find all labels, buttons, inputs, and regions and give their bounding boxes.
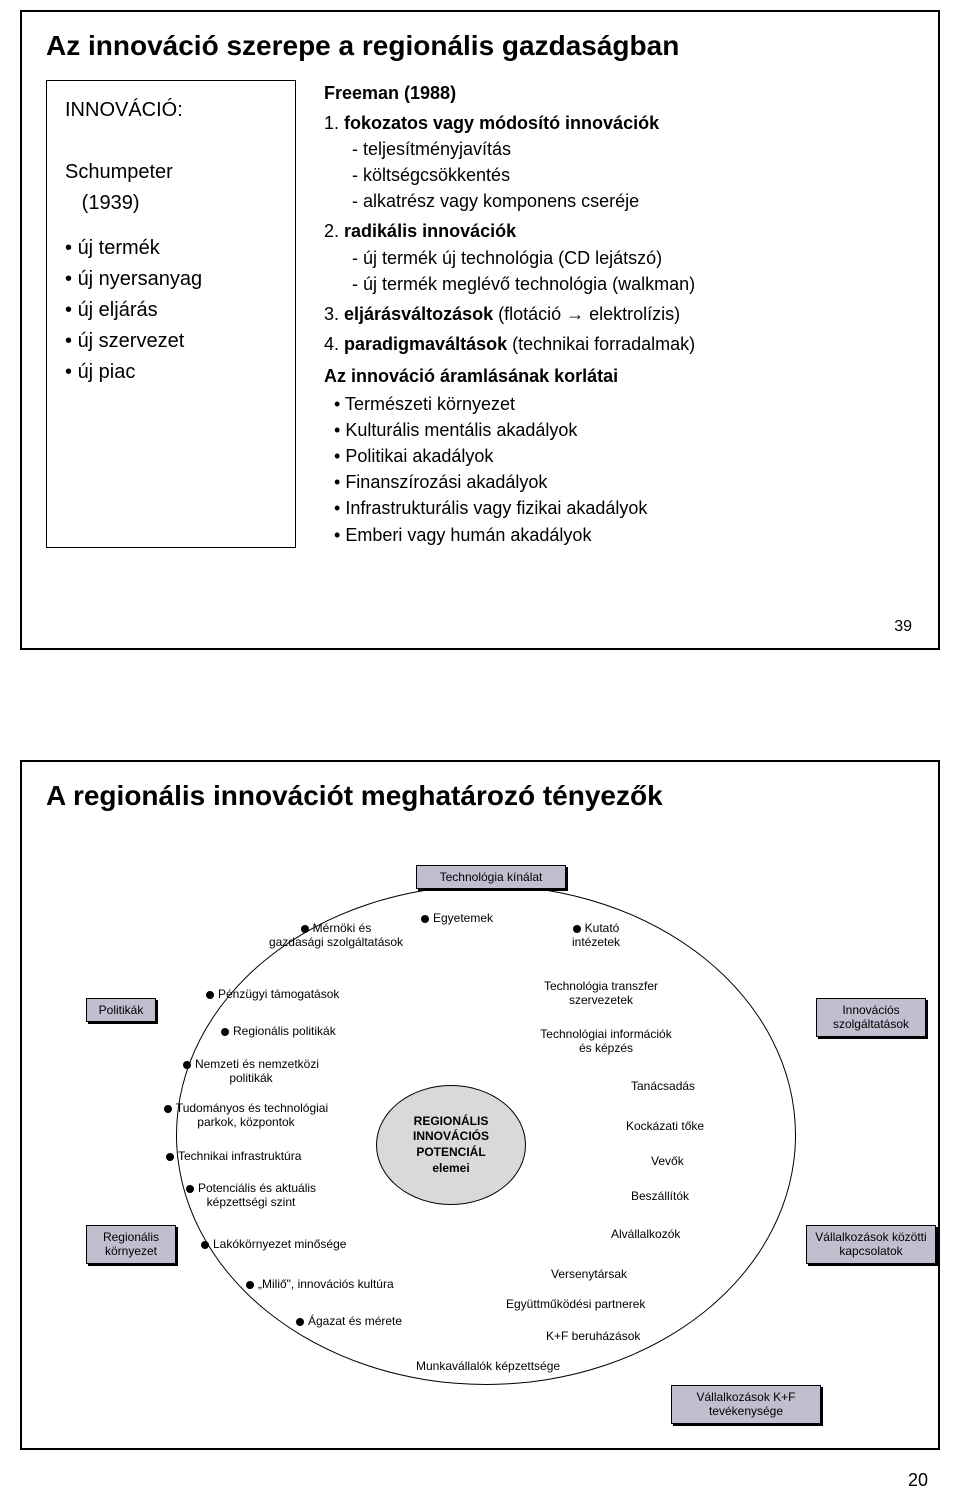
factor-label: Munkavállalók képzettsége	[416, 1360, 560, 1374]
factor-label: Vevők	[651, 1155, 684, 1169]
category-box: Vállalkozások közötti kapcsolatok	[806, 1225, 936, 1264]
factor-label: Technológiai információkés képzés	[526, 1028, 686, 1056]
schumpeter-box: INNOVÁCIÓ: Schumpeter (1939) új termék ú…	[46, 80, 296, 548]
tail-text: (flotáció → elektrolízis)	[493, 304, 680, 324]
freeman-list: 1. fokozatos vagy módosító innovációk - …	[324, 110, 914, 357]
tail-text: (technikai forradalmak)	[507, 334, 695, 354]
factor-label: Technikai infrastruktúra	[166, 1150, 301, 1164]
num: 1.	[324, 113, 339, 133]
factor-label: Technológia transzferszervezetek	[526, 980, 676, 1008]
slide-1-title: Az innováció szerepe a regionális gazdas…	[46, 30, 914, 62]
document-page-number: 20	[908, 1470, 928, 1491]
barriers-head: Az innováció áramlásának korlátai	[324, 363, 914, 389]
factor-label: Versenytársak	[551, 1268, 627, 1282]
barriers-list: Természeti környezet Kulturális mentális…	[324, 391, 914, 548]
slide-2: A regionális innovációt meghatározó tény…	[20, 760, 940, 1450]
slide-1-body: INNOVÁCIÓ: Schumpeter (1939) új termék ú…	[46, 80, 914, 548]
category-box: Vállalkozások K+F tevékenysége	[671, 1385, 821, 1424]
bold-text: eljárásváltozások	[344, 304, 493, 324]
slide-1-page-number: 39	[894, 618, 912, 636]
category-box: Politikák	[86, 998, 156, 1022]
factor-label: Tanácsadás	[631, 1080, 695, 1094]
freeman-item-4: 4. paradigmaváltások (technikai forradal…	[324, 331, 914, 357]
schumpeter-year: (1939)	[82, 192, 140, 214]
sub-item: - új termék meglévő technológia (walkman…	[352, 271, 914, 297]
sub-item: - költségcsökkentés	[352, 162, 914, 188]
barrier-item: Emberi vagy humán akadályok	[334, 522, 914, 548]
num: 2.	[324, 221, 339, 241]
list-item: új szervezet	[65, 326, 277, 357]
factor-label: Nemzeti és nemzetközipolitikák	[176, 1058, 326, 1086]
sub-item: - új termék új technológia (CD lejátszó)	[352, 245, 914, 271]
freeman-item-3: 3. eljárásváltozások (flotáció → elektro…	[324, 301, 914, 327]
factor-label: Tudományos és technológiaiparkok, közpon…	[156, 1102, 336, 1130]
sub-item: - alkatrész vagy komponens cseréje	[352, 188, 914, 214]
factor-label: Lakókörnyezet minősége	[201, 1238, 346, 1252]
factor-label: Regionális politikák	[221, 1025, 336, 1039]
barrier-item: Finanszírozási akadályok	[334, 469, 914, 495]
schumpeter-name: Schumpeter	[65, 161, 173, 183]
schumpeter-head: INNOVÁCIÓ: Schumpeter (1939)	[65, 95, 277, 219]
slide-2-title: A regionális innovációt meghatározó tény…	[46, 780, 914, 812]
factor-label: Együttműködési partnerek	[506, 1298, 645, 1312]
list-item: új piac	[65, 357, 277, 388]
factors-diagram: REGIONÁLISINNOVÁCIÓSPOTENCIÁLelemei Techn…	[46, 830, 914, 1410]
freeman-head: Freeman (1988)	[324, 80, 914, 106]
barrier-item: Infrastrukturális vagy fizikai akadályok	[334, 495, 914, 521]
bold-text: paradigmaváltások	[344, 334, 507, 354]
freeman-column: Freeman (1988) 1. fokozatos vagy módosít…	[324, 80, 914, 548]
num: 3.	[324, 304, 339, 324]
slide-1: Az innováció szerepe a regionális gazdas…	[20, 10, 940, 650]
schumpeter-list: új termék új nyersanyag új eljárás új sz…	[65, 233, 277, 388]
barrier-item: Természeti környezet	[334, 391, 914, 417]
factor-label: Mérnöki ésgazdasági szolgáltatások	[261, 922, 411, 950]
freeman-item-2: 2. radikális innovációk - új termék új t…	[324, 218, 914, 296]
inner-circle: REGIONÁLISINNOVÁCIÓSPOTENCIÁLelemei	[376, 1085, 526, 1205]
factor-label: Pénzügyi támogatások	[206, 988, 339, 1002]
sub-item: - teljesítményjavítás	[352, 136, 914, 162]
list-item: új nyersanyag	[65, 264, 277, 295]
num: 4.	[324, 334, 339, 354]
category-box: Regionális környezet	[86, 1225, 176, 1264]
factor-label: Potenciális és aktuálisképzettségi szint	[176, 1182, 326, 1210]
category-box: Innovációs szolgáltatások	[816, 998, 926, 1037]
factor-label: Kockázati tőke	[626, 1120, 704, 1134]
bold-text: radikális innovációk	[344, 221, 516, 241]
list-item: új termék	[65, 233, 277, 264]
factor-label: Kutatóintézetek	[556, 922, 636, 950]
factor-label: K+F beruházások	[546, 1330, 640, 1344]
bold-text: fokozatos vagy módosító innovációk	[344, 113, 659, 133]
innovacio-label: INNOVÁCIÓ:	[65, 99, 183, 121]
factor-label: „Miliő", innovációs kultúra	[246, 1278, 394, 1292]
barrier-item: Politikai akadályok	[334, 443, 914, 469]
factor-label: Alvállalkozók	[611, 1228, 680, 1242]
factor-label: Ágazat és mérete	[296, 1315, 402, 1329]
list-item: új eljárás	[65, 295, 277, 326]
factor-label: Egyetemek	[421, 912, 493, 926]
category-box: Technológia kínálat	[416, 865, 566, 889]
factor-label: Beszállítók	[631, 1190, 689, 1204]
barrier-item: Kulturális mentális akadályok	[334, 417, 914, 443]
freeman-item-1: 1. fokozatos vagy módosító innovációk - …	[324, 110, 914, 214]
